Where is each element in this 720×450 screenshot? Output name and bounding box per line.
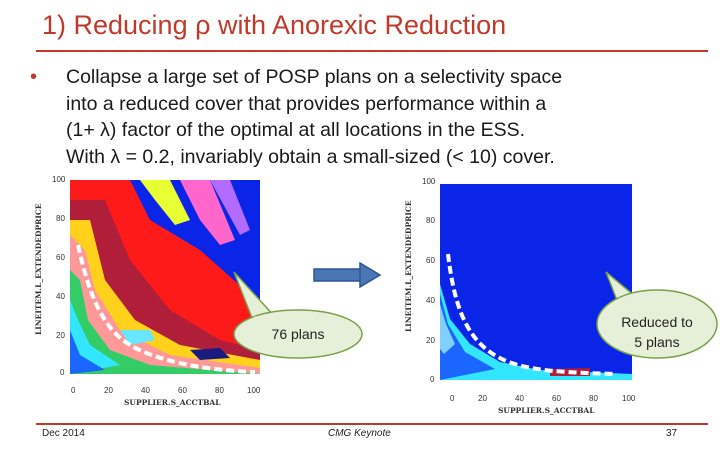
bullet-line-4: With λ = 0.2, invariably obtain a small-…	[66, 145, 555, 168]
right-callout-text: Reduced to 5 plans	[602, 312, 712, 352]
right-y-tick: 0	[430, 375, 435, 384]
right-callout-bubble	[596, 271, 718, 359]
left-y-tick: 60	[56, 253, 65, 262]
title-divider	[36, 50, 708, 52]
right-y-tick: 20	[426, 336, 435, 345]
bullet-line-2: into a reduced cover that provides perfo…	[66, 92, 547, 115]
left-x-tick: 40	[141, 386, 150, 395]
right-x-tick: 20	[478, 394, 487, 403]
left-y-axis-label: LINEITEM.L_EXTENDEDPRICE	[34, 203, 43, 335]
left-callout-text: 76 plans	[271, 326, 325, 342]
right-x-tick: 80	[589, 394, 598, 403]
right-x-axis-label: SUPPLIER.S_ACCTBAL	[498, 406, 595, 415]
bullet-text: Collapse a large set of POSP plans on a …	[66, 64, 706, 170]
left-x-tick: 80	[215, 386, 224, 395]
slide-title: 1) Reducing ρ with Anorexic Reduction	[42, 10, 507, 40]
left-callout-bubble	[233, 271, 363, 359]
left-y-tick: 0	[60, 368, 65, 377]
left-y-tick: 80	[56, 214, 65, 223]
footer-event: CMG Keynote	[328, 428, 391, 439]
footer-date: Dec 2014	[42, 428, 85, 439]
right-plan-diagram	[440, 184, 632, 380]
footer-page-number: 37	[666, 428, 678, 439]
right-callout-line-1: Reduced to	[621, 314, 693, 330]
right-x-tick: 40	[515, 394, 524, 403]
right-y-tick: 60	[426, 256, 435, 265]
right-x-tick: 60	[552, 394, 561, 403]
left-x-tick: 0	[71, 386, 76, 395]
bullet-line-1: Collapse a large set of POSP plans on a …	[66, 66, 563, 88]
bullet-line-3: (1+ λ) factor of the optimal at all loca…	[66, 119, 526, 141]
right-x-tick: 100	[622, 394, 636, 403]
left-x-axis-label: SUPPLIER.S_ACCTBAL	[124, 398, 221, 407]
left-plan-diagram	[70, 180, 260, 374]
right-y-tick: 100	[422, 177, 436, 186]
left-y-tick: 100	[52, 175, 66, 184]
right-y-tick: 40	[426, 296, 435, 305]
right-callout-line-2: 5 plans	[634, 334, 680, 350]
bullet-marker: •	[30, 66, 38, 88]
right-x-tick: 0	[450, 394, 455, 403]
footer-divider	[36, 423, 708, 425]
left-y-tick: 40	[56, 292, 65, 301]
left-x-tick: 100	[247, 386, 261, 395]
left-x-tick: 20	[104, 386, 113, 395]
left-x-tick: 60	[178, 386, 187, 395]
right-arrow-icon	[313, 262, 382, 288]
right-y-axis-label: LINEITEM.L_EXTENDEDPRICE	[404, 200, 413, 332]
right-y-tick: 80	[426, 216, 435, 225]
left-y-tick: 20	[56, 331, 65, 340]
